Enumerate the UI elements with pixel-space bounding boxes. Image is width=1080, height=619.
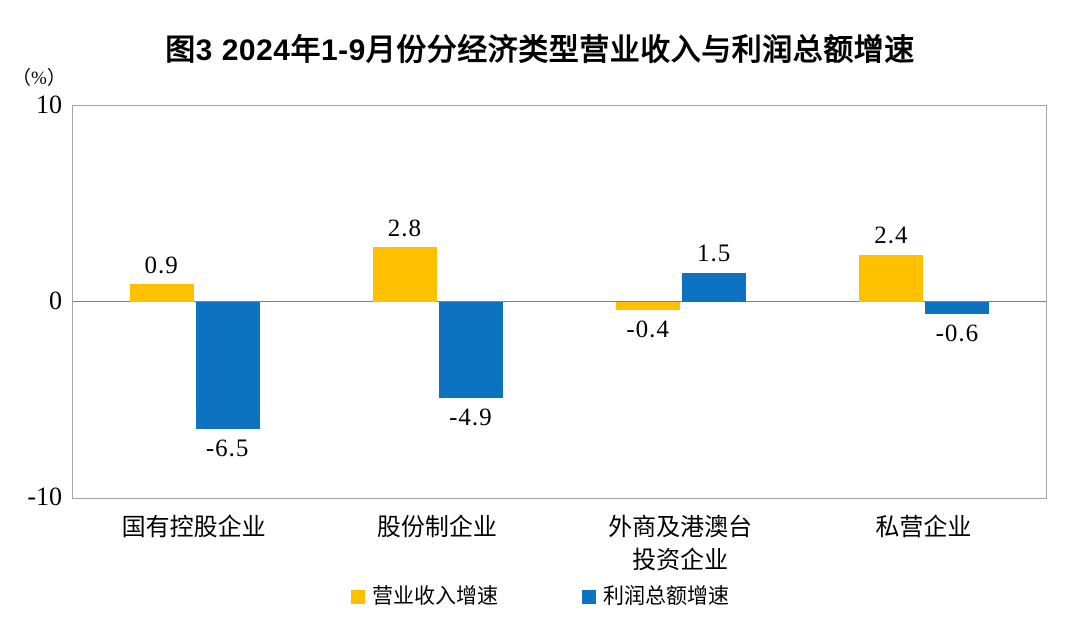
legend-label: 利润总额增速 (603, 584, 729, 608)
category-label: 私营企业 (875, 515, 972, 541)
legend-swatch (582, 589, 596, 604)
bar-value-label: -6.5 (205, 435, 250, 463)
x-axis-category-labels: 国有控股企业 股份制企业 外商及港澳台 投资企业 私营企业 (72, 512, 1045, 578)
y-tick-label: -10 (27, 482, 62, 511)
bar-value-label: 2.4 (874, 222, 909, 250)
bar-value-label: -0.6 (935, 319, 980, 347)
legend-swatch (351, 589, 365, 604)
category-label: 股份制企业 (376, 515, 497, 541)
chart-title: 图3 2024年1-9月份分经济类型营业收入与利润总额增速 (165, 34, 915, 67)
legend-label: 营业收入增速 (372, 584, 498, 608)
bar-value-label: -0.4 (626, 315, 670, 343)
profit-growth-bar (195, 302, 260, 430)
revenue-growth-bar (372, 247, 437, 302)
y-tick-label: 0 (49, 286, 62, 315)
plot-area: 0.9 -6.5 2.8 -4.9 -0.4 1.5 2.4 -0.6 (72, 105, 1047, 499)
profit-growth-bar (682, 272, 747, 302)
category-label: 外商及港澳台 投资企业 (608, 515, 753, 575)
revenue-growth-bar (129, 284, 194, 302)
profit-growth-bar (925, 302, 990, 314)
bar-value-label: 1.5 (697, 240, 732, 268)
bar-value-label: 0.9 (144, 251, 179, 279)
revenue-growth-bar (616, 302, 681, 310)
y-tick-label: 10 (36, 90, 62, 119)
revenue-growth-bar (859, 254, 924, 302)
legend-item: 利润总额增速 (582, 584, 729, 609)
y-axis-unit-label: （%） (12, 68, 66, 89)
zero-gridline (73, 301, 1046, 302)
bar-value-label: -4.9 (449, 404, 493, 432)
category-label: 国有控股企业 (121, 515, 266, 541)
bar-value-label: 2.8 (387, 214, 422, 242)
profit-growth-bar (438, 302, 503, 399)
legend: 营业收入增速 利润总额增速 (0, 584, 1080, 609)
legend-item: 营业收入增速 (351, 584, 498, 609)
